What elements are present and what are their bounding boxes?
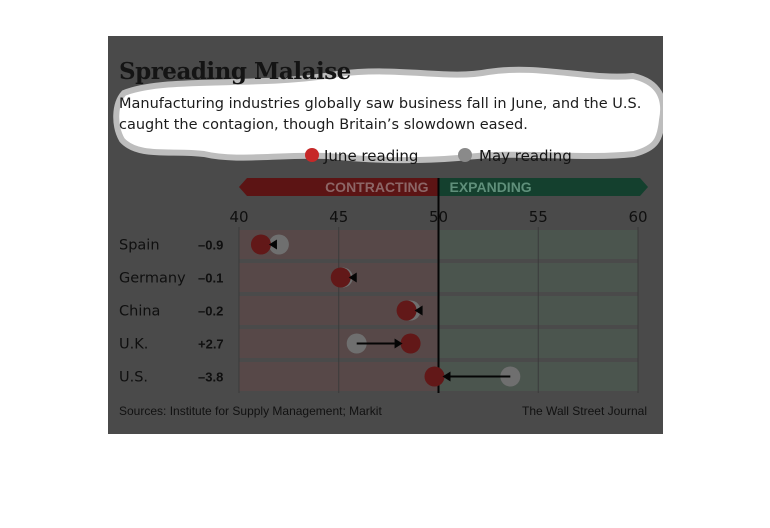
source-note: Sources: Institute for Supply Management… bbox=[119, 404, 382, 418]
dot-plot: June reading May reading CONTRACTING EXPA… bbox=[119, 147, 648, 393]
change-value: –3.8 bbox=[198, 370, 223, 385]
expanding-zone bbox=[438, 178, 648, 196]
legend-june-label: June reading bbox=[323, 147, 418, 165]
legend-june-marker bbox=[305, 148, 319, 162]
legend-may-label: May reading bbox=[479, 147, 572, 165]
contracting-zone bbox=[239, 178, 439, 196]
row-label: China bbox=[119, 304, 160, 320]
x-tick-label: 60 bbox=[628, 208, 647, 226]
row-label: U.S. bbox=[119, 370, 148, 386]
x-tick-label: 45 bbox=[329, 208, 348, 226]
legend-may-marker bbox=[458, 148, 472, 162]
change-value: +2.7 bbox=[198, 337, 224, 352]
change-value: –0.9 bbox=[198, 238, 223, 253]
row-label: Germany bbox=[119, 271, 186, 287]
change-value: –0.2 bbox=[198, 304, 223, 319]
june-dot bbox=[250, 234, 271, 255]
legend: June reading May reading bbox=[305, 147, 572, 165]
cloud-shape bbox=[113, 66, 663, 164]
june-dot bbox=[330, 267, 351, 288]
june-dot bbox=[400, 333, 421, 354]
highlight-cloud bbox=[113, 66, 663, 164]
june-dot bbox=[396, 300, 417, 321]
zone-banner: CONTRACTING EXPANDING bbox=[239, 178, 648, 196]
contracting-label: CONTRACTING bbox=[325, 179, 429, 195]
expanding-label: EXPANDING bbox=[450, 179, 532, 195]
change-arrow-head bbox=[268, 239, 277, 250]
change-arrow-head bbox=[394, 338, 403, 349]
x-tick-label: 40 bbox=[229, 208, 248, 226]
june-dot bbox=[424, 366, 445, 387]
row-label: U.K. bbox=[119, 337, 148, 353]
x-axis-ticks: 40 45 50 55 60 bbox=[229, 208, 647, 226]
rows: Spain –0.9 Germany –0.1 China –0.2 U.K. +2.7 U.S… bbox=[119, 234, 521, 387]
credit-note: The Wall Street Journal bbox=[522, 404, 647, 418]
row-label: Spain bbox=[119, 238, 160, 254]
may-dot bbox=[268, 234, 289, 255]
chart-subtitle: Manufacturing industries globally saw bu… bbox=[119, 96, 642, 133]
change-arrow-head bbox=[348, 272, 357, 283]
chart-panel: Spreading Malaise Manufacturing industri… bbox=[108, 36, 663, 434]
grid bbox=[238, 178, 639, 393]
x-tick-label: 50 bbox=[429, 208, 448, 226]
change-value: –0.1 bbox=[198, 271, 223, 286]
chart-title: Spreading Malaise bbox=[119, 58, 351, 85]
x-tick-label: 55 bbox=[529, 208, 548, 226]
change-arrow-head bbox=[442, 371, 451, 382]
change-arrow-head bbox=[414, 305, 423, 316]
